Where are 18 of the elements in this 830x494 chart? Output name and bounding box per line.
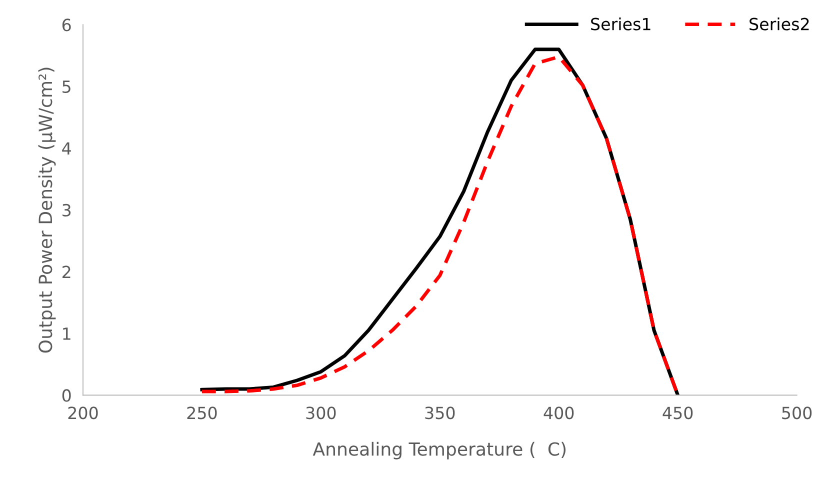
y-tick-label: 4	[62, 142, 71, 155]
y-tick-label: 3	[62, 204, 71, 217]
x-tick-label: 350	[425, 406, 455, 420]
x-tick-label: 300	[306, 406, 336, 420]
x-tick-label: 450	[662, 406, 693, 420]
y-tick-label: 5	[62, 80, 70, 94]
x-axis-title: Annealing Temperature ( C)	[312, 442, 566, 460]
x-tick-label: 250	[187, 406, 217, 420]
y-axis-title: Output Power Density (µW/cm²)	[38, 68, 56, 353]
legend-label: Series1	[591, 17, 650, 30]
y-tick-label: 0	[62, 389, 71, 402]
legend-label: Series2	[750, 17, 809, 30]
y-tick-label: 6	[62, 18, 71, 32]
x-tick-label: 200	[68, 406, 98, 420]
y-tick-label: 2	[62, 266, 70, 278]
x-tick-label: 400	[544, 406, 574, 420]
x-tick-label: 500	[782, 406, 812, 420]
y-tick-label: 1	[63, 328, 70, 340]
